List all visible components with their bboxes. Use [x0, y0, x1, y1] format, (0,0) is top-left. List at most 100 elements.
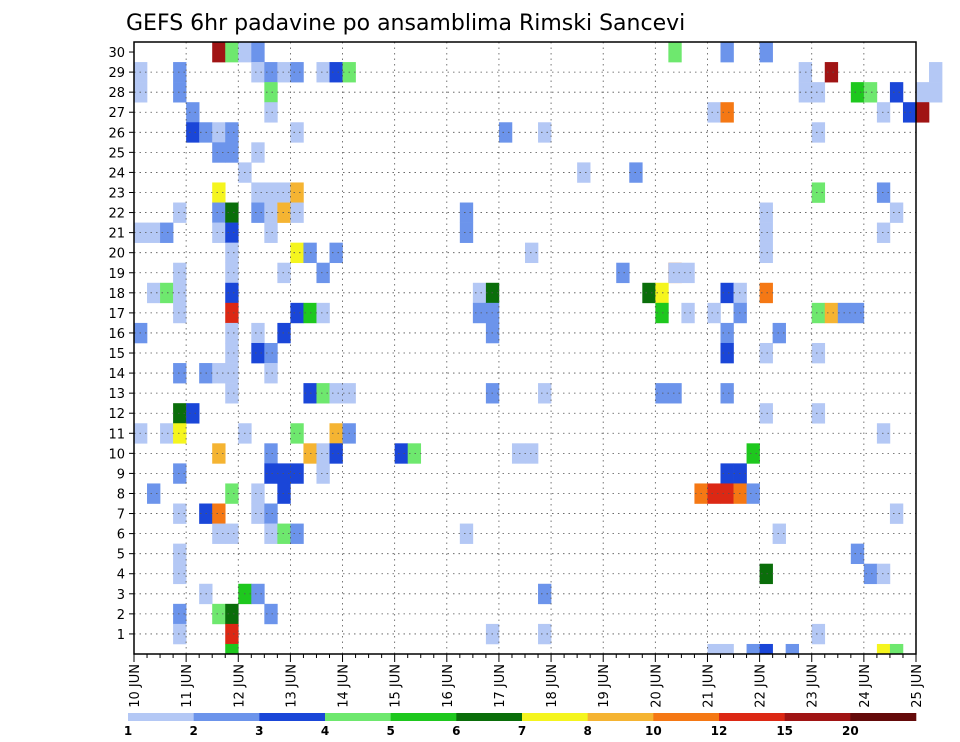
colorbar-swatch — [850, 713, 917, 721]
colorbar-label: 7 — [518, 724, 526, 738]
heatmap-cell — [251, 142, 265, 163]
heatmap-cell — [759, 403, 773, 424]
heatmap-cell — [746, 443, 760, 464]
heatmap-cell — [759, 42, 773, 63]
heatmap-cell — [746, 483, 760, 504]
y-tick-label: 6 — [117, 528, 125, 543]
heatmap-cell — [329, 62, 343, 83]
heatmap-cell — [277, 523, 291, 544]
colorbar-label: 8 — [583, 724, 591, 738]
x-tick-label: 25 JUN — [910, 664, 925, 708]
heatmap-cell — [225, 242, 239, 264]
heatmap-cell — [225, 483, 239, 504]
heatmap-cell — [459, 202, 474, 223]
heatmap-cell — [472, 302, 487, 324]
y-tick-label: 22 — [108, 207, 125, 222]
heatmap-cell — [538, 383, 552, 404]
heatmap-cell — [173, 82, 187, 103]
heatmap-cell — [264, 62, 278, 83]
heatmap-cell — [720, 643, 734, 655]
heatmap-cell — [759, 202, 773, 223]
heatmap-cell — [264, 342, 278, 364]
y-tick-label: 17 — [108, 307, 125, 322]
y-tick-label: 18 — [108, 287, 125, 302]
heatmap-cell — [186, 102, 200, 123]
x-tick-label: 18 JUN — [545, 664, 560, 708]
colorbar-label: 20 — [842, 724, 859, 738]
heatmap-cell — [329, 242, 343, 264]
heatmap-cell — [876, 423, 891, 444]
heatmap-cell — [316, 383, 330, 404]
heatmap-cell — [173, 563, 187, 585]
heatmap-cell — [811, 623, 826, 645]
heatmap-cell — [277, 322, 291, 344]
heatmap-cell — [212, 222, 226, 243]
heatmap-cell — [538, 122, 552, 143]
colorbar-swatch — [259, 713, 326, 721]
y-tick-label: 25 — [108, 146, 125, 161]
x-tick-label: 13 JUN — [284, 664, 299, 708]
y-tick-label: 7 — [117, 508, 125, 523]
y-axis-ticks: 1234567891011121314151617181920212223242… — [108, 46, 134, 643]
colorbar-label: 4 — [321, 724, 329, 738]
heatmap-cell — [759, 242, 773, 264]
heatmap-cell — [264, 182, 278, 203]
heatmap-cell — [264, 102, 278, 123]
y-tick-label: 21 — [108, 227, 125, 242]
colorbar-swatch — [719, 713, 785, 721]
heatmap-cell — [212, 523, 226, 544]
heatmap-cell — [498, 122, 513, 143]
y-tick-label: 24 — [108, 166, 125, 181]
heatmap-cell — [173, 423, 187, 444]
heatmap-cell — [264, 202, 278, 223]
colorbar-swatch — [390, 713, 457, 721]
heatmap-cell — [876, 102, 891, 123]
x-tick-label: 15 JUN — [389, 664, 404, 708]
heatmap-cell — [759, 222, 773, 243]
heatmap-cell — [147, 282, 161, 304]
heatmap-cell — [525, 242, 539, 264]
heatmap-cell — [225, 342, 239, 364]
heatmap-cell — [212, 443, 226, 464]
heatmap-cell — [876, 563, 891, 585]
heatmap-cell — [212, 503, 226, 524]
y-tick-label: 29 — [108, 66, 125, 81]
chart-title: GEFS 6hr padavine po ansamblima Rimski S… — [126, 11, 685, 36]
heatmap-cell — [707, 483, 721, 504]
heatmap-cell — [889, 503, 904, 524]
heatmap-cell — [290, 62, 304, 83]
heatmap-cell — [160, 423, 174, 444]
x-tick-label: 22 JUN — [754, 664, 769, 708]
heatmap-cell — [277, 463, 291, 484]
heatmap-cell — [225, 363, 239, 384]
heatmap-cell — [577, 162, 591, 183]
y-tick-label: 20 — [108, 247, 125, 262]
heatmap-cell — [290, 523, 304, 544]
y-tick-label: 11 — [108, 427, 125, 442]
heatmap-cell — [668, 383, 682, 404]
heatmap-cell — [329, 383, 343, 404]
heatmap-cell — [511, 443, 526, 464]
y-tick-label: 13 — [108, 387, 125, 402]
heatmap-cell — [212, 122, 226, 143]
x-axis-ticks: 10 JUN 11 JUN 12 JUN 13 JUN 14 JUN 15 JUN 16 J… — [128, 654, 925, 708]
heatmap-cell — [759, 643, 773, 655]
heatmap-cell — [264, 463, 278, 484]
heatmap-cell — [212, 603, 226, 625]
heatmap-cell — [394, 443, 408, 464]
colorbar-label: 6 — [452, 724, 460, 738]
heatmap-cell — [889, 82, 904, 103]
y-tick-label: 15 — [108, 347, 125, 362]
colorbar-swatch — [128, 713, 194, 721]
colorbar-swatch — [193, 713, 260, 721]
heatmap-cell — [316, 463, 330, 484]
y-tick-label: 4 — [117, 568, 125, 583]
heatmap-cell — [876, 182, 891, 203]
heatmap-cell — [277, 62, 291, 83]
heatmap-cell — [225, 643, 239, 655]
heatmap-cell — [212, 182, 226, 203]
heatmap-cell — [173, 623, 187, 645]
heatmap-cell — [225, 603, 239, 625]
heatmap-cell — [772, 523, 786, 544]
heatmap-cell — [225, 42, 239, 63]
